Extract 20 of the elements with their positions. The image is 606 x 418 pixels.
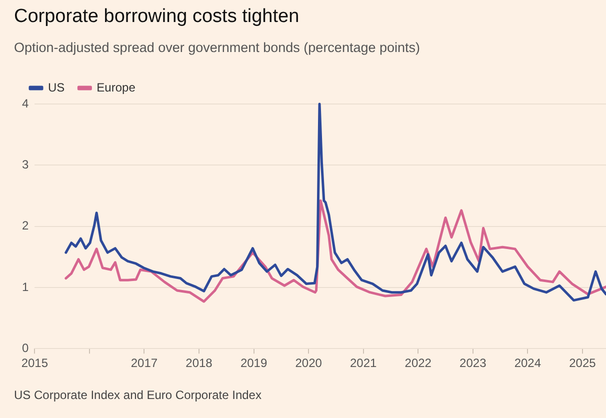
x-tick-label: 2021 bbox=[350, 356, 378, 370]
x-tick-label: 2018 bbox=[186, 356, 213, 370]
chart-subtitle: Option-adjusted spread over government bonds (percentage points) bbox=[14, 40, 420, 55]
legend-label: US bbox=[48, 80, 65, 94]
x-tick-label: 2017 bbox=[130, 356, 158, 370]
chart-title: Corporate borrowing costs tighten bbox=[14, 6, 300, 28]
x-tick-label: 2024 bbox=[514, 356, 542, 370]
y-tick-label: 4 bbox=[22, 96, 29, 110]
text: US Corporate Index and Euro Corporate Index bbox=[14, 388, 262, 402]
y-tick-label: 1 bbox=[22, 280, 29, 294]
legend-label: Europe bbox=[96, 80, 136, 94]
x-tick-label: 2015 bbox=[21, 356, 48, 370]
x-tick-label: 2023 bbox=[460, 356, 487, 370]
x-tick-label: 2020 bbox=[295, 356, 322, 370]
y-tick-label: 0 bbox=[22, 340, 29, 355]
x-tick-label: 2025 bbox=[569, 356, 596, 370]
y-tick-label: 3 bbox=[22, 157, 29, 172]
x-tick-label: 2019 bbox=[240, 356, 268, 370]
y-tick-label: 2 bbox=[22, 218, 29, 233]
x-tick-label: 2022 bbox=[404, 356, 432, 370]
